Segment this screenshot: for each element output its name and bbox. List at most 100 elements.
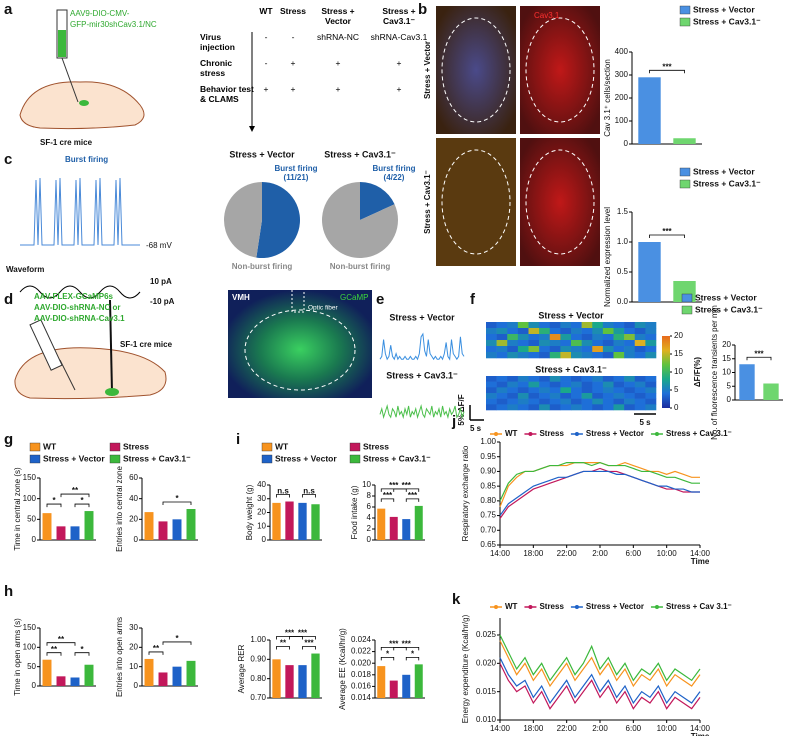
y-tick-label: 15 [722,354,731,363]
legend-label: Stress + Cav3.1⁻ [363,453,431,463]
sig-bracket [162,641,192,645]
bar [739,364,755,400]
sig-label: * [175,494,179,503]
heatmap-cell [624,322,636,329]
pie-slice [224,182,262,258]
y-axis-label: Time in open arms (s) [13,618,22,696]
heatmap-cell [645,381,657,388]
fiber-label: Optic fiber [308,305,338,312]
series-line [499,663,701,710]
heatmap-cell [486,340,497,347]
heatmap-cell [645,404,657,411]
heatmap-cell [571,352,582,359]
sig-label: * [175,634,179,643]
colorbar-label: ΔF/F(%) [693,357,702,388]
y-tick-label: 200 [615,93,629,102]
heatmap-cell [634,387,646,394]
y-axis-label: Average EE (Kcal/hr/g) [338,628,347,710]
heatmap-cell [592,322,604,329]
y-tick-label: 0.020 [351,658,372,667]
legend-swatch [679,17,691,27]
pie-label: Burst firing (4/22) [372,164,416,182]
heatmap-cell [581,346,593,353]
virus-label: AAV-DIO-shRNA-Cav3.1 [34,314,125,323]
heatmap-cell [507,381,519,388]
y-tick-label: 0.75 [480,511,496,520]
heatmap-cell [560,328,572,335]
y-tick-label: 0.80 [480,496,496,505]
heatmap-cell [496,393,508,399]
heatmap-cell [539,398,551,405]
heatmap-cell [645,393,657,399]
heatmap-cell [549,328,561,335]
series-line [499,461,700,502]
heatmap-cell [613,393,625,399]
x-tick-label: 2:00 [592,549,608,558]
colorbar [662,336,670,408]
colorbar-tick-label: 15 [674,349,683,358]
pie-title: Stress + Vector [229,149,295,159]
heatmap-cell [634,393,646,399]
x-tick-label: 14:00 [690,549,711,558]
heatmap-cell [496,328,508,335]
heatmap-cell [496,340,508,347]
heatmap-cell [507,346,519,353]
heatmap-cell [560,322,572,329]
heatmap-cell [624,398,636,405]
y-tick-label: 0.020 [476,658,497,667]
sig-label: * [80,645,84,654]
sig-bracket [393,646,420,651]
heatmap-cell [486,393,497,399]
y-tick-label: 100 [23,494,37,503]
panel-letter: g [4,431,13,448]
legend-label: WT [43,441,57,451]
y-tick-label: 20 [257,508,266,517]
legend-label: Stress + Cav3.1⁻ [693,178,761,188]
heatmap-cell [581,398,593,405]
trace-title: Stress + Cav3.1⁻ [386,370,458,380]
heatmap-cell [613,346,625,353]
y-tick-label: 60 [129,473,138,482]
legend-label: Stress + Cav3.1⁻ [695,304,763,314]
x-tick-label: 14:00 [690,724,711,733]
sig-label: *** [389,639,399,648]
heatmap-title: Stress + Cav3.1⁻ [535,364,607,374]
heatmap-cell [581,387,593,394]
sig-label: n.s [303,487,315,496]
heatmap-cell [634,404,646,411]
heatmap-cell [634,398,646,405]
heatmap-cell [549,346,561,353]
row-label: Virus injection [200,32,235,52]
bar [172,519,182,540]
heatmap-cell [581,340,593,347]
heatmap-cell [602,404,614,411]
colorbar-tick-label: 5 [674,385,679,394]
vm-label: -68 mV [146,241,172,250]
heatmap-cell [613,340,625,347]
legend-label: WT [275,441,289,451]
image-label: Cav3.1 [534,11,560,20]
scale-label: 5 s [470,424,482,433]
heatmap-cell [539,334,551,341]
legend-label: Stress + Vector [275,453,337,463]
sig-label: *** [298,629,308,638]
fluorescence-trace [379,332,465,361]
virus-label: AAV-FLEX-GCaMP6s [34,292,114,301]
x-tick-label: 6:00 [626,549,642,558]
heatmap-cell [602,381,614,388]
bar [144,658,154,686]
bar [186,509,196,540]
series-line [499,657,701,705]
sig-label: *** [383,491,393,500]
table-cell: + [396,84,402,94]
heatmap-cell [486,398,497,405]
sig-bracket [405,656,420,661]
y-tick-label: 400 [615,47,629,56]
sig-label: * [52,496,56,505]
legend-marker [654,605,659,609]
sig-bracket [380,498,395,502]
heatmap-cell [613,352,625,359]
legend-label: Stress + Vector [43,453,105,463]
y-tick-label: 1.5 [617,207,629,216]
